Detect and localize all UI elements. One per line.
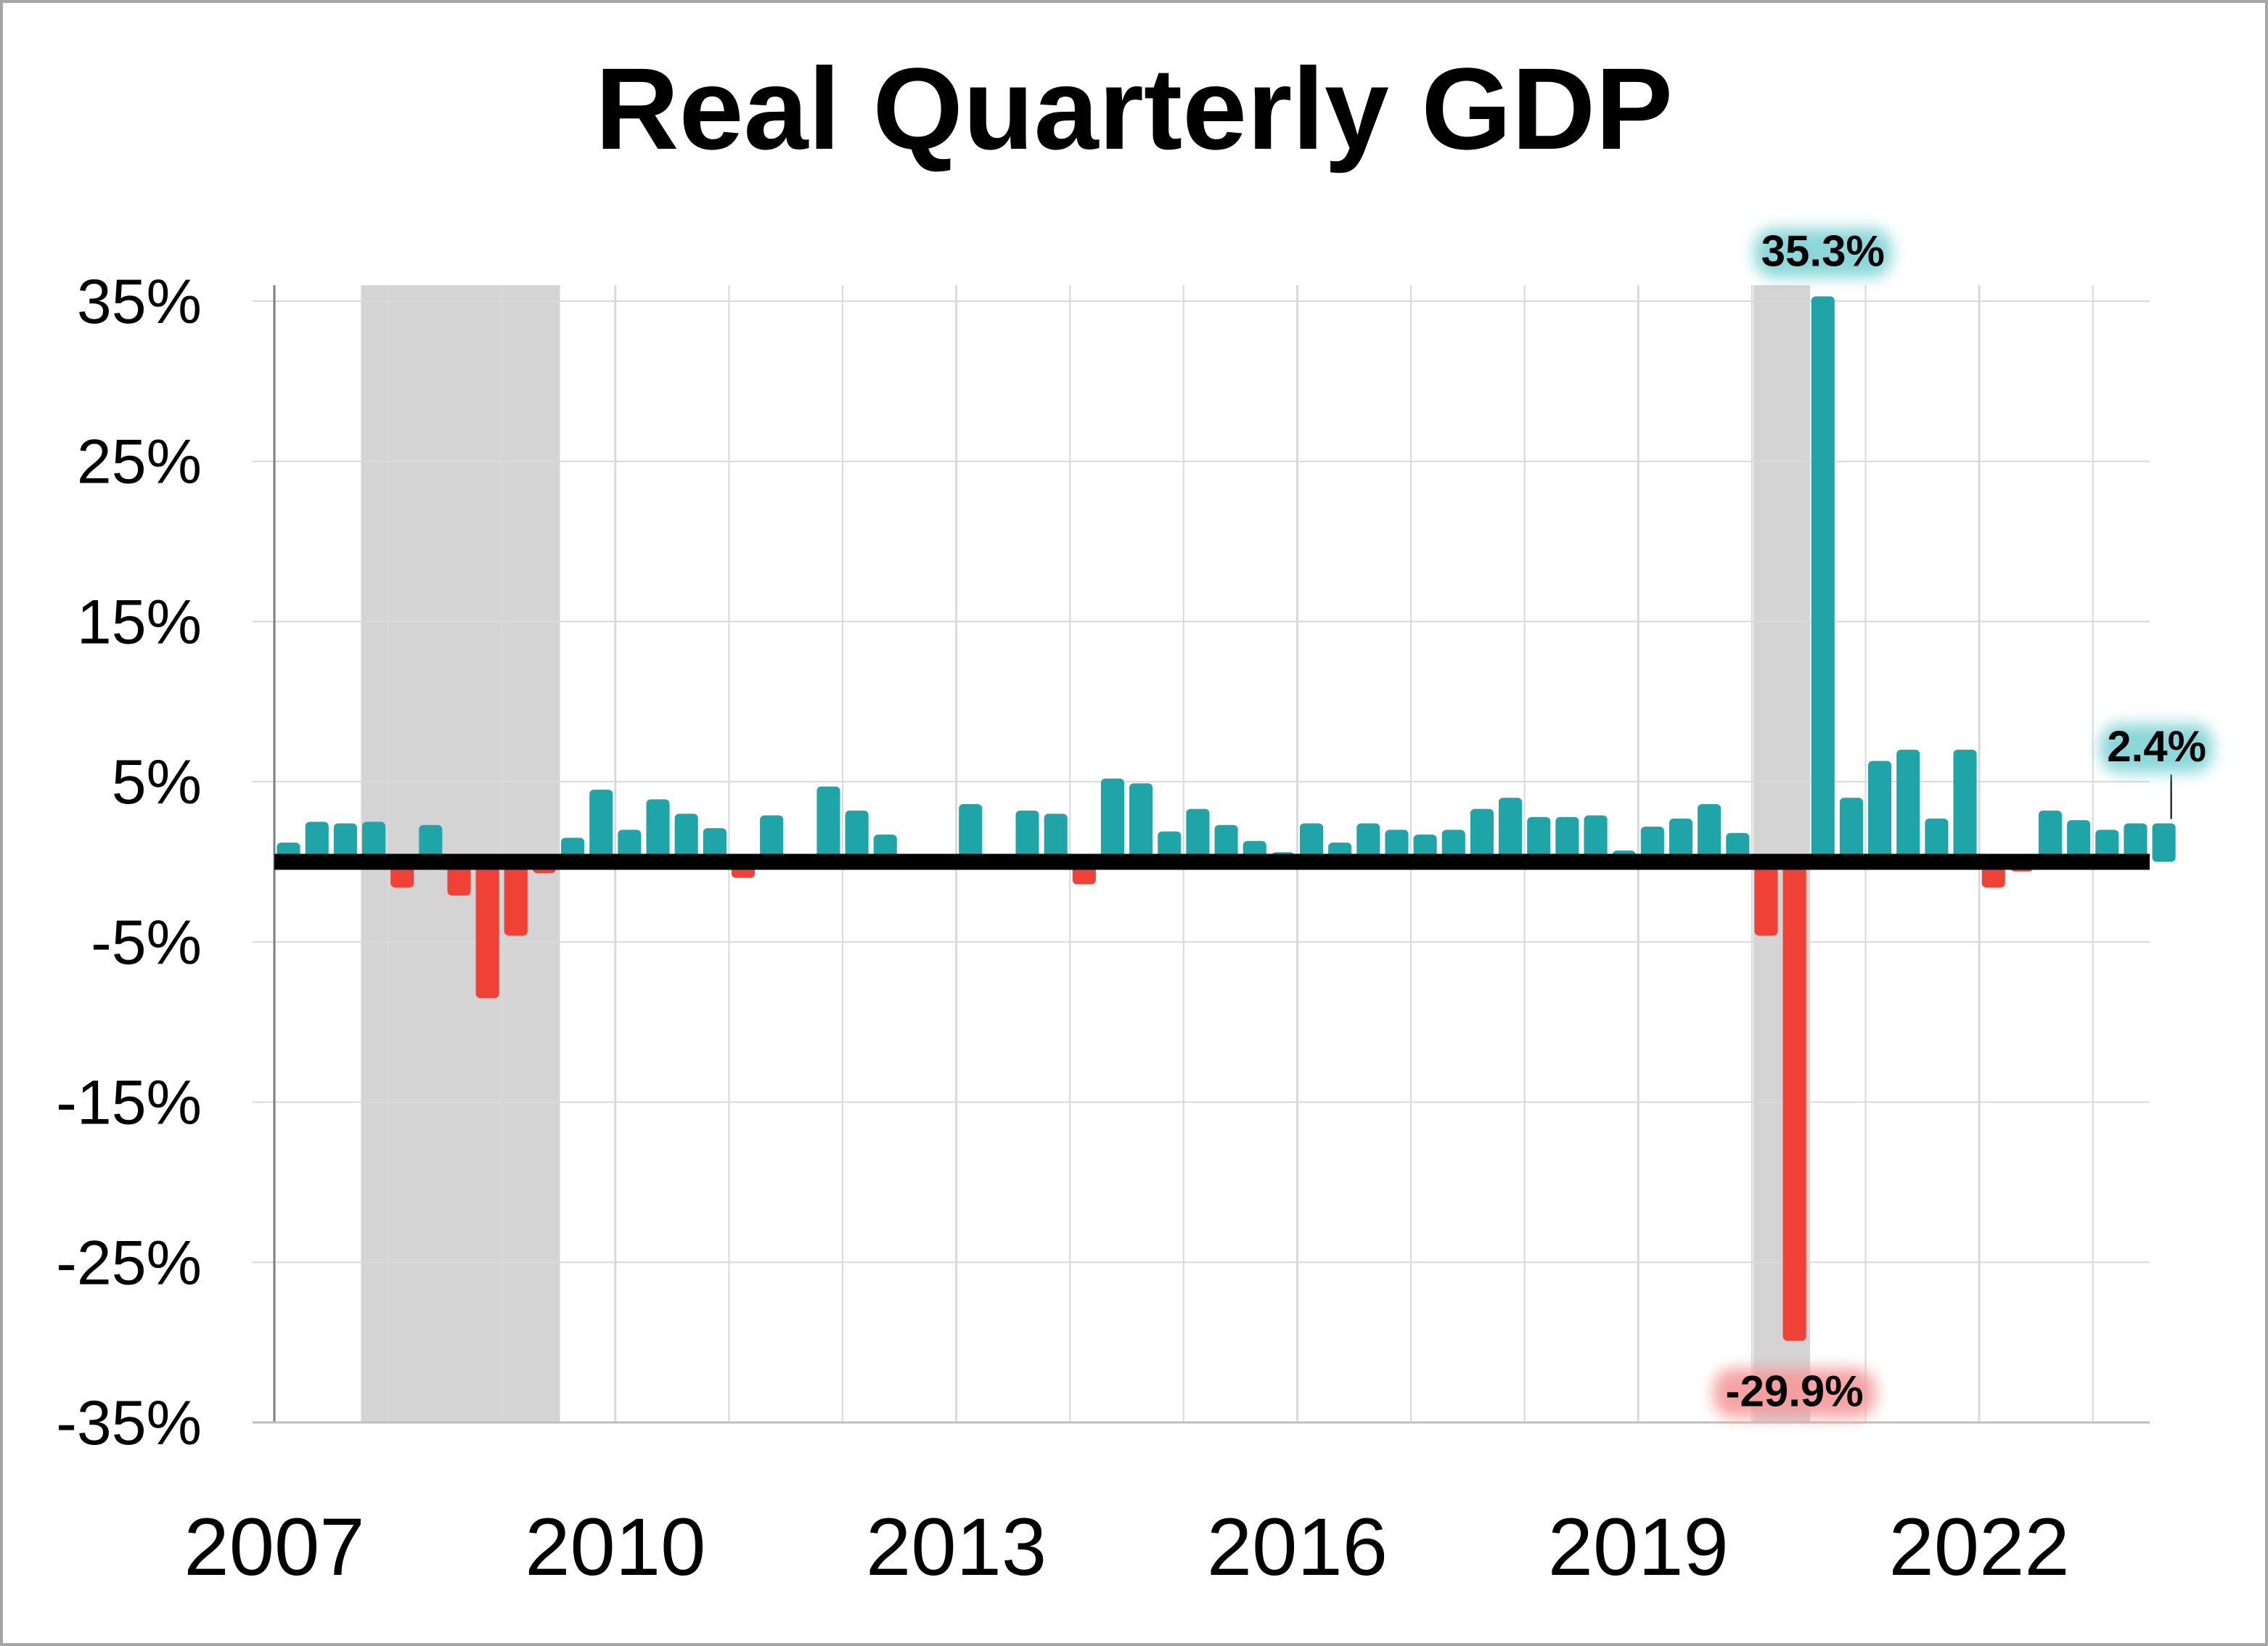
y-tick-label: 25% — [77, 427, 202, 497]
bar-2018Q3 — [1584, 815, 1608, 862]
bar-2019Q3 — [1698, 804, 1722, 862]
bar-2010Q1 — [618, 830, 642, 862]
bar-2019Q1 — [1640, 826, 1664, 862]
bar-2017Q3 — [1470, 808, 1494, 862]
bar-2020Q2 — [1782, 861, 1806, 1341]
bar-2008Q4 — [475, 861, 499, 999]
annotation-highlight — [1753, 228, 1892, 278]
data-label-3: 2.4% — [2107, 722, 2206, 771]
bar-2009Q4 — [589, 790, 613, 862]
y-tick-label: 15% — [77, 587, 202, 657]
bar-2020Q3 — [1811, 296, 1835, 862]
bar-2014Q3 — [1129, 783, 1153, 862]
bar-2015Q1 — [1186, 808, 1210, 862]
y-tick-label: 35% — [77, 267, 202, 337]
y-tick-label: -5% — [91, 908, 202, 978]
y-tick-label: -35% — [56, 1388, 202, 1458]
y-tick-label: 5% — [112, 748, 202, 817]
x-tick-label: 2016 — [1207, 1502, 1388, 1592]
x-tick-label: 2019 — [1548, 1502, 1729, 1592]
bar-2011Q2 — [760, 815, 784, 862]
bar-2018Q2 — [1555, 816, 1579, 862]
annotation-highlight — [2100, 724, 2214, 774]
bar-2023Q3 — [2152, 823, 2176, 862]
annotation-highlight — [1713, 1368, 1876, 1418]
bar-2007Q4 — [361, 822, 386, 862]
bar-2021Q1 — [1868, 761, 1892, 862]
bar-2016Q4 — [1385, 830, 1409, 862]
bar-2016Q1 — [1299, 823, 1324, 862]
bar-2022Q3 — [2038, 810, 2063, 862]
x-tick-label: 2007 — [184, 1502, 364, 1592]
bar-2023Q1 — [2095, 830, 2119, 862]
data-label-2: -29.9% — [1726, 1367, 1864, 1415]
bar-2016Q3 — [1356, 823, 1380, 862]
bar-2015Q2 — [1214, 824, 1238, 862]
bar-2017Q4 — [1499, 798, 1523, 862]
bar-2021Q4 — [1953, 750, 1977, 862]
x-tick-label: 2022 — [1889, 1502, 2070, 1592]
bar-2022Q4 — [2067, 820, 2091, 862]
bar-2011Q4 — [816, 786, 840, 862]
bar-2013Q4 — [1044, 814, 1068, 862]
bar-2010Q2 — [646, 799, 670, 862]
bar-2021Q2 — [1896, 750, 1920, 862]
bar-2017Q2 — [1441, 830, 1465, 862]
bar-2018Q1 — [1527, 816, 1551, 862]
x-tick-label: 2013 — [866, 1502, 1047, 1592]
bar-2013Q1 — [959, 804, 983, 862]
bar-2019Q2 — [1669, 818, 1693, 862]
bar-2009Q1 — [504, 861, 528, 936]
bar-2013Q3 — [1015, 810, 1039, 862]
bar-2021Q3 — [1925, 818, 1949, 862]
x-tick-label: 2010 — [525, 1502, 705, 1592]
bar-2020Q1 — [1754, 861, 1778, 936]
bar-2023Q2 — [2124, 823, 2148, 862]
bar-2010Q3 — [674, 814, 698, 862]
bar-2007Q3 — [333, 823, 357, 862]
chart-title: Real Quarterly GDP — [595, 44, 1673, 173]
data-label-1: 35.3% — [1761, 226, 1885, 275]
bar-2020Q4 — [1839, 798, 1863, 862]
bar-2012Q1 — [845, 810, 869, 862]
bar-2007Q2 — [305, 822, 329, 862]
y-tick-label: -15% — [56, 1068, 202, 1138]
bar-2008Q2 — [419, 824, 443, 862]
bar-2014Q2 — [1100, 778, 1125, 862]
bar-2010Q4 — [703, 828, 726, 862]
y-tick-label: -25% — [56, 1228, 202, 1298]
bar-2008Q3 — [447, 861, 471, 896]
